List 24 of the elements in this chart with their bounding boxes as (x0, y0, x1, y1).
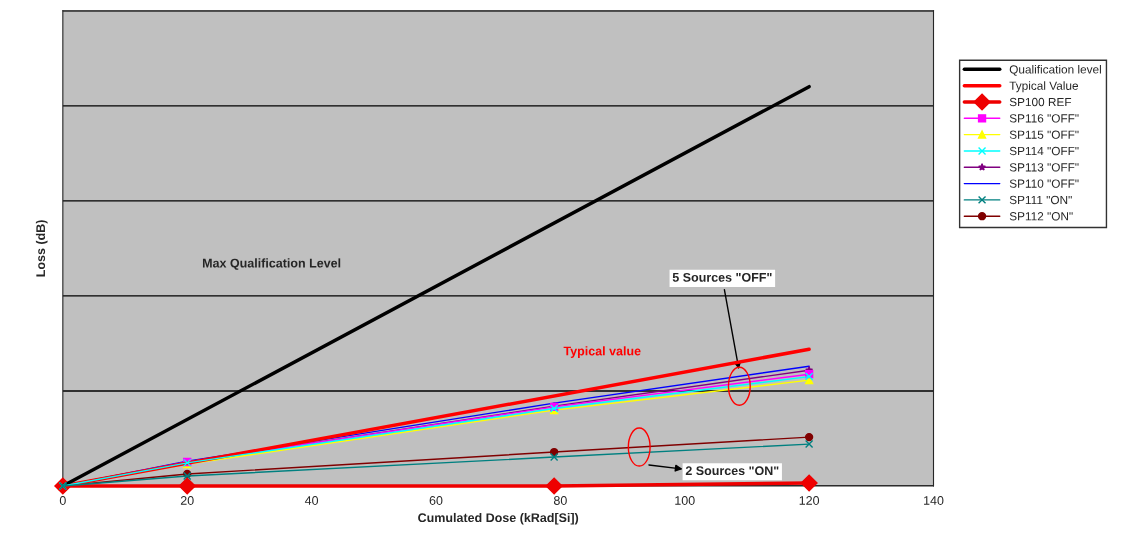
legend-label: SP110 "OFF" (1009, 179, 1079, 188)
legend-label: SP113 "OFF" (1009, 163, 1079, 172)
legend-label: SP115 "OFF" (1009, 130, 1079, 139)
legend-label: SP111 "ON" (1009, 195, 1072, 205)
x-tick-label: 40 (304, 496, 319, 505)
x-tick-label: 60 (429, 496, 443, 505)
legend-label: SP100 REF (1009, 97, 1072, 107)
x-tick-label: 100 (675, 496, 695, 505)
x-tick-label: 20 (180, 496, 194, 505)
x-axis-title: Cumulated Dose (kRad[Si]) (418, 512, 579, 525)
annotation: 2 Sources "ON" (685, 466, 779, 476)
annotation: Typical value (563, 346, 641, 358)
y-axis-title: Loss (dB) (35, 220, 48, 277)
legend-label: SP112 "ON" (1009, 212, 1073, 221)
x-tick-label: 0 (59, 496, 66, 505)
legend-label: Typical Value (1009, 81, 1079, 93)
x-tick-label: 140 (924, 496, 944, 505)
x-tick-label: 120 (799, 496, 820, 505)
annotation: Max Qualification Level (202, 258, 341, 270)
legend-label: Qualification level (1009, 64, 1101, 76)
annotation: 5 Sources "OFF" (672, 272, 772, 282)
legend-label: SP114 "OFF" (1009, 146, 1079, 156)
x-tick-label: 80 (553, 496, 567, 505)
legend-label: SP116 "OFF" (1009, 114, 1079, 123)
